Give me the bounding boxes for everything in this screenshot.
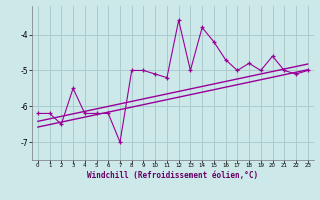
X-axis label: Windchill (Refroidissement éolien,°C): Windchill (Refroidissement éolien,°C) bbox=[87, 171, 258, 180]
